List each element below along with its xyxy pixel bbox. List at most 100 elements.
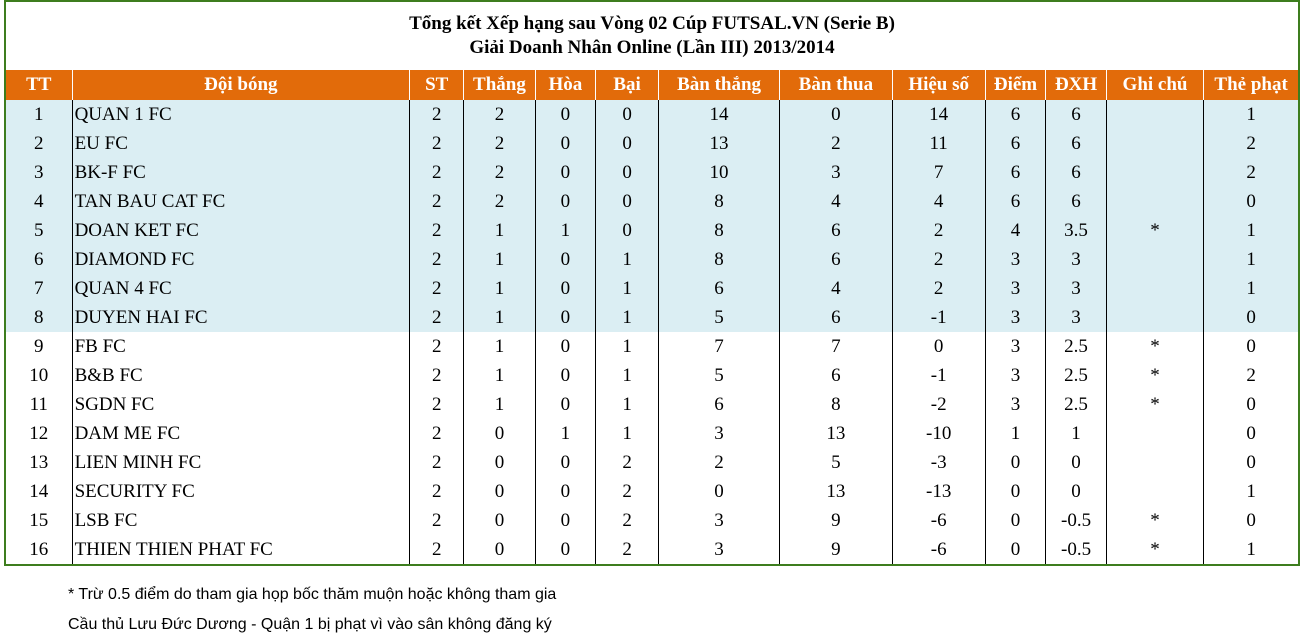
cell-draws: 0 bbox=[534, 129, 597, 158]
cell-st: 2 bbox=[409, 216, 465, 245]
cell-points: 3 bbox=[984, 274, 1047, 303]
cell-st: 2 bbox=[409, 129, 465, 158]
cell-wins: 1 bbox=[463, 274, 536, 303]
cell-tt: 4 bbox=[3, 187, 73, 216]
cell-goals-against: 6 bbox=[779, 361, 893, 390]
cell-points: 6 bbox=[984, 100, 1047, 129]
cell-wins: 2 bbox=[463, 158, 536, 187]
cell-cards: 2 bbox=[1203, 129, 1301, 158]
cell-goals-for: 13 bbox=[657, 129, 781, 158]
cell-rank-points: -0.5 bbox=[1045, 535, 1107, 566]
cell-goals-against: 9 bbox=[779, 506, 893, 535]
cell-notes bbox=[1105, 477, 1205, 506]
cell-team: SECURITY FC bbox=[71, 477, 411, 506]
cell-goals-for: 3 bbox=[657, 419, 781, 448]
cell-goals-against: 7 bbox=[779, 332, 893, 361]
cell-goal-diff: 2 bbox=[891, 216, 986, 245]
cell-st: 2 bbox=[409, 303, 465, 332]
cell-draws: 0 bbox=[534, 477, 597, 506]
cell-notes bbox=[1105, 274, 1205, 303]
cell-goals-for: 8 bbox=[657, 245, 781, 274]
cell-losses: 2 bbox=[595, 448, 659, 477]
cell-losses: 1 bbox=[595, 390, 659, 419]
cell-tt: 12 bbox=[3, 419, 73, 448]
cell-points: 6 bbox=[984, 187, 1047, 216]
cell-team: DAM ME FC bbox=[71, 419, 411, 448]
cell-team: FB FC bbox=[71, 332, 411, 361]
cell-notes: * bbox=[1105, 390, 1205, 419]
cell-tt: 11 bbox=[3, 390, 73, 419]
cell-goals-for: 5 bbox=[657, 303, 781, 332]
cell-draws: 0 bbox=[534, 390, 597, 419]
cell-goals-against: 3 bbox=[779, 158, 893, 187]
table-row: 14 SECURITY FC 2 0 0 2 0 13 -13 0 0 1 bbox=[3, 477, 1301, 506]
standings-table: TT Đội bóng ST Thắng Hòa Bại Bàn thắng Bàn thua… bbox=[3, 70, 1301, 566]
cell-losses: 0 bbox=[595, 187, 659, 216]
cell-st: 2 bbox=[409, 477, 465, 506]
cell-losses: 0 bbox=[595, 216, 659, 245]
cell-wins: 2 bbox=[463, 187, 536, 216]
table-row: 5 DOAN KET FC 2 1 1 0 8 6 2 4 3.5 * 1 bbox=[3, 216, 1301, 245]
cell-draws: 0 bbox=[534, 100, 597, 129]
cell-goals-for: 3 bbox=[657, 535, 781, 566]
title-line-2: Giải Doanh Nhân Online (Lần III) 2013/20… bbox=[469, 37, 835, 58]
cell-goals-for: 6 bbox=[657, 274, 781, 303]
cell-draws: 0 bbox=[534, 448, 597, 477]
cell-cards: 1 bbox=[1203, 245, 1301, 274]
cell-tt: 5 bbox=[3, 216, 73, 245]
cell-draws: 1 bbox=[534, 216, 597, 245]
cell-losses: 1 bbox=[595, 245, 659, 274]
cell-draws: 0 bbox=[534, 303, 597, 332]
cell-goal-diff: 14 bbox=[891, 100, 986, 129]
cell-draws: 0 bbox=[534, 332, 597, 361]
cell-losses: 2 bbox=[595, 477, 659, 506]
cell-rank-points: 6 bbox=[1045, 158, 1107, 187]
cell-losses: 2 bbox=[595, 506, 659, 535]
title-box: Tổng kết Xếp hạng sau Vòng 02 Cúp FUTSAL… bbox=[4, 0, 1300, 70]
cell-losses: 1 bbox=[595, 274, 659, 303]
cell-goals-against: 0 bbox=[779, 100, 893, 129]
notes: * Trừ 0.5 điểm do tham gia họp bốc thăm … bbox=[68, 580, 556, 640]
cell-team: DIAMOND FC bbox=[71, 245, 411, 274]
header-draws: Hòa bbox=[534, 70, 597, 100]
cell-losses: 0 bbox=[595, 100, 659, 129]
cell-tt: 2 bbox=[3, 129, 73, 158]
cell-cards: 1 bbox=[1203, 100, 1301, 129]
cell-losses: 1 bbox=[595, 361, 659, 390]
cell-points: 4 bbox=[984, 216, 1047, 245]
cell-points: 6 bbox=[984, 129, 1047, 158]
cell-goals-for: 10 bbox=[657, 158, 781, 187]
cell-rank-points: 3.5 bbox=[1045, 216, 1107, 245]
cell-points: 0 bbox=[984, 448, 1047, 477]
header-team: Đội bóng bbox=[71, 70, 411, 100]
note-penalty: Cầu thủ Lưu Đức Dương - Quận 1 bị phạt v… bbox=[68, 616, 552, 633]
cell-points: 0 bbox=[984, 477, 1047, 506]
cell-draws: 0 bbox=[534, 361, 597, 390]
cell-team: QUAN 1 FC bbox=[71, 100, 411, 129]
cell-goals-against: 6 bbox=[779, 303, 893, 332]
cell-st: 2 bbox=[409, 100, 465, 129]
cell-team: LIEN MINH FC bbox=[71, 448, 411, 477]
table-row: 6 DIAMOND FC 2 1 0 1 8 6 2 3 3 1 bbox=[3, 245, 1301, 274]
header-tt: TT bbox=[3, 70, 73, 100]
cell-cards: 1 bbox=[1203, 274, 1301, 303]
title-line-1: Tổng kết Xếp hạng sau Vòng 02 Cúp FUTSAL… bbox=[409, 13, 895, 34]
cell-notes bbox=[1105, 448, 1205, 477]
cell-wins: 0 bbox=[463, 535, 536, 566]
cell-wins: 1 bbox=[463, 332, 536, 361]
cell-team: LSB FC bbox=[71, 506, 411, 535]
cell-tt: 3 bbox=[3, 158, 73, 187]
cell-goals-against: 6 bbox=[779, 245, 893, 274]
cell-wins: 1 bbox=[463, 361, 536, 390]
cell-tt: 13 bbox=[3, 448, 73, 477]
cell-cards: 1 bbox=[1203, 477, 1301, 506]
cell-goals-for: 2 bbox=[657, 448, 781, 477]
cell-cards: 0 bbox=[1203, 419, 1301, 448]
cell-st: 2 bbox=[409, 535, 465, 566]
cell-cards: 1 bbox=[1203, 535, 1301, 566]
cell-goals-for: 6 bbox=[657, 390, 781, 419]
cell-points: 0 bbox=[984, 535, 1047, 566]
cell-st: 2 bbox=[409, 187, 465, 216]
cell-rank-points: 0 bbox=[1045, 477, 1107, 506]
cell-rank-points: 3 bbox=[1045, 303, 1107, 332]
